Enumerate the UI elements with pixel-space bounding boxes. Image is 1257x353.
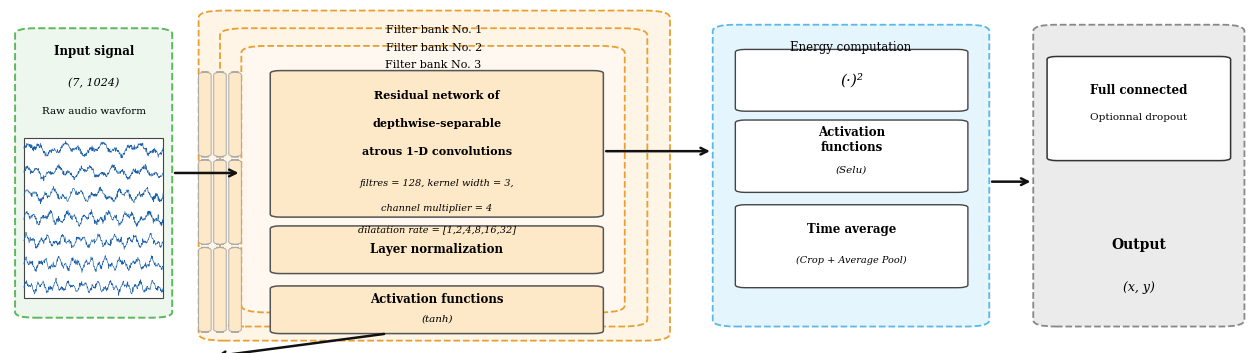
Text: Output: Output <box>1111 238 1166 252</box>
FancyBboxPatch shape <box>214 247 226 332</box>
FancyBboxPatch shape <box>229 160 241 245</box>
FancyBboxPatch shape <box>229 247 241 332</box>
FancyBboxPatch shape <box>270 71 603 217</box>
Text: (Selu): (Selu) <box>836 166 867 175</box>
Text: (7, 1024): (7, 1024) <box>68 78 119 88</box>
Text: Input signal: Input signal <box>54 45 133 58</box>
Text: Activation functions: Activation functions <box>370 293 504 306</box>
Text: Energy computation: Energy computation <box>791 41 911 54</box>
Text: Filter bank No. 3: Filter bank No. 3 <box>385 60 481 70</box>
Text: Time average: Time average <box>807 223 896 236</box>
Text: Layer normalization: Layer normalization <box>371 243 503 256</box>
FancyBboxPatch shape <box>214 160 226 245</box>
Text: (x, y): (x, y) <box>1123 281 1155 294</box>
Text: atrous 1-D convolutions: atrous 1-D convolutions <box>362 146 512 157</box>
FancyBboxPatch shape <box>735 120 968 192</box>
FancyBboxPatch shape <box>1047 56 1231 161</box>
FancyBboxPatch shape <box>214 72 226 157</box>
FancyBboxPatch shape <box>1033 25 1244 327</box>
Text: dilatation rate = [1,2,4,8,16,32]: dilatation rate = [1,2,4,8,16,32] <box>358 225 515 234</box>
FancyBboxPatch shape <box>270 226 603 274</box>
Text: (tanh): (tanh) <box>421 314 453 323</box>
Text: (Crop + Average Pool): (Crop + Average Pool) <box>796 256 908 265</box>
FancyBboxPatch shape <box>15 28 172 318</box>
FancyBboxPatch shape <box>735 49 968 111</box>
Text: Activation
functions: Activation functions <box>818 126 885 154</box>
Text: filtres = 128, kernel width = 3,: filtres = 128, kernel width = 3, <box>360 179 514 188</box>
Bar <box>24 138 163 298</box>
FancyBboxPatch shape <box>199 11 670 341</box>
Text: channel multiplier = 4: channel multiplier = 4 <box>381 204 493 213</box>
FancyBboxPatch shape <box>241 46 625 312</box>
FancyBboxPatch shape <box>199 72 211 157</box>
Text: depthwise-separable: depthwise-separable <box>372 118 502 129</box>
FancyBboxPatch shape <box>735 205 968 288</box>
Text: (·)²: (·)² <box>840 73 864 88</box>
FancyBboxPatch shape <box>229 72 241 157</box>
FancyBboxPatch shape <box>270 286 603 334</box>
FancyBboxPatch shape <box>199 160 211 245</box>
Text: Filter bank No. 2: Filter bank No. 2 <box>386 43 481 53</box>
FancyBboxPatch shape <box>199 247 211 332</box>
Text: Optionnal dropout: Optionnal dropout <box>1090 113 1188 122</box>
Text: Full connected: Full connected <box>1090 84 1188 97</box>
Text: Residual network of: Residual network of <box>375 90 499 101</box>
FancyBboxPatch shape <box>713 25 989 327</box>
Text: Raw audio wavform: Raw audio wavform <box>41 107 146 116</box>
FancyBboxPatch shape <box>220 28 647 327</box>
Text: Filter bank No. 1: Filter bank No. 1 <box>386 25 483 35</box>
